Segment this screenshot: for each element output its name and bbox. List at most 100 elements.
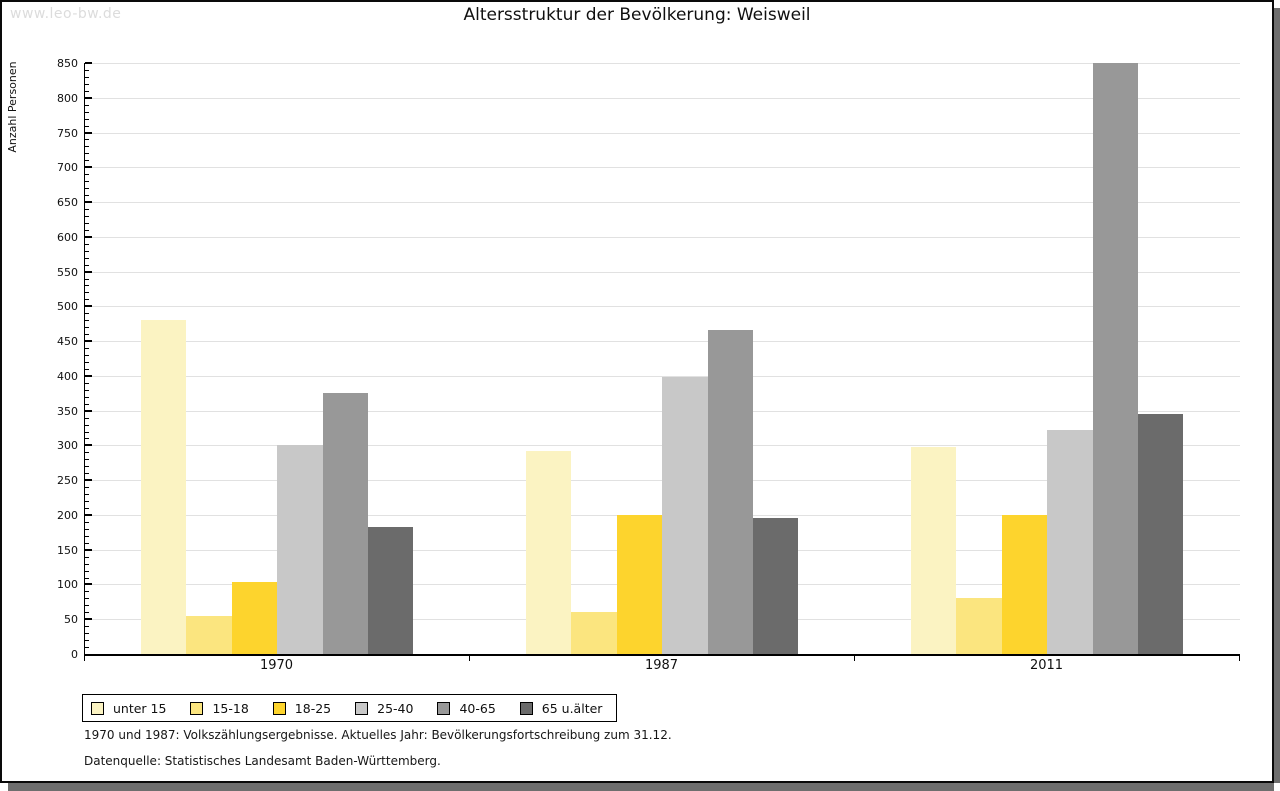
y-axis-tick (85, 327, 89, 329)
y-tick-label: 400 (57, 369, 78, 383)
y-axis-tick (85, 166, 92, 169)
y-axis-tick (85, 612, 89, 614)
x-tick-label: 1970 (259, 658, 294, 673)
legend-item: unter 15 (91, 701, 166, 716)
bar-2011-18-25 (1001, 514, 1048, 654)
y-axis-tick (85, 473, 89, 475)
y-axis-tick (85, 264, 89, 266)
y-axis-tick (85, 466, 89, 468)
y-axis-tick (85, 90, 89, 92)
y-tick-label: 500 (57, 300, 78, 314)
bar-1987-15-18 (571, 612, 617, 654)
legend-item: 40-65 (437, 700, 496, 716)
y-axis-tick (85, 591, 89, 593)
legend-item: 25-40 (355, 701, 413, 716)
y-axis-tick (85, 235, 92, 238)
watermark-url: www.leo-bw.de (10, 6, 122, 22)
y-tick-label: 250 (57, 474, 78, 488)
y-tick-label: 850 (57, 57, 78, 70)
bar-2011-65-u-lter (1138, 414, 1184, 654)
y-tick-label: 800 (57, 91, 78, 105)
y-axis-tick (85, 153, 89, 155)
plot-area (84, 62, 1240, 656)
y-axis-tick (85, 188, 89, 190)
y-axis-tick (85, 396, 89, 398)
y-axis-tick (85, 368, 89, 370)
y-axis-tick (85, 501, 89, 503)
bar-2011-40-65 (1092, 63, 1138, 654)
legend-label: unter 15 (113, 700, 167, 716)
footnote-source-note: 1970 und 1987: Volkszählungsergebnisse. … (84, 728, 672, 742)
y-axis-tick (85, 618, 92, 621)
y-tick-label: 550 (57, 265, 78, 279)
y-axis-tick (85, 605, 89, 607)
y-axis-tick (85, 292, 89, 294)
legend-label: 65 u.älter (541, 700, 603, 716)
x-tick-label: 2011 (1029, 658, 1064, 673)
y-axis-tick (85, 305, 92, 308)
legend-swatch-icon (91, 701, 104, 715)
gridline (85, 271, 1240, 273)
y-axis-tick (85, 104, 89, 106)
y-axis-tick (85, 535, 89, 537)
bar-1987-unter-15 (526, 450, 572, 654)
y-axis-tick (85, 438, 89, 440)
y-axis-tick (85, 409, 92, 412)
y-axis-tick (85, 640, 89, 642)
y-axis-tick (85, 424, 89, 426)
legend-label: 25-40 (377, 700, 414, 716)
y-axis-tick (85, 201, 92, 204)
bar-1970-25-40 (277, 445, 323, 654)
y-tick-label: 50 (64, 613, 78, 627)
bar-2011-25-40 (1047, 430, 1093, 654)
y-axis-tick (85, 285, 89, 287)
legend-item: 15-18 (190, 701, 249, 716)
y-axis-tick (85, 487, 89, 489)
y-axis-tick (85, 548, 92, 551)
y-axis-tick (85, 598, 89, 600)
gridline (85, 167, 1240, 169)
x-axis-tick (84, 656, 85, 661)
y-tick-label: 300 (57, 439, 78, 453)
legend-label: 18-25 (294, 700, 332, 716)
bar-1987-18-25 (616, 514, 663, 654)
y-axis-tick (85, 577, 89, 579)
y-axis-tick (85, 125, 89, 127)
y-axis-tick (85, 181, 89, 183)
y-axis-tick (85, 431, 89, 433)
y-tick-label: 150 (57, 543, 78, 557)
bar-1970-unter-15 (141, 320, 187, 654)
y-axis-tick (85, 195, 89, 197)
y-tick-label: 100 (57, 578, 78, 592)
y-tick-label: 350 (57, 404, 78, 418)
y-axis-tick (85, 417, 89, 419)
gridline (85, 341, 1240, 343)
bar-2011-unter-15 (911, 446, 957, 654)
y-axis-tick (85, 340, 92, 343)
y-axis-tick (85, 452, 89, 454)
y-axis-tick (85, 215, 89, 217)
y-axis-tick (85, 174, 89, 176)
x-axis-tick (1239, 656, 1240, 661)
y-axis-tick (85, 313, 89, 315)
legend-swatch-icon (437, 701, 451, 715)
drop-shadow-right (1274, 8, 1280, 783)
gridline (85, 63, 1240, 64)
y-tick-label: 700 (57, 161, 78, 175)
y-axis-tick (85, 513, 92, 516)
y-axis-tick (85, 250, 89, 252)
y-axis-tick (85, 389, 89, 391)
bar-1987-25-40 (662, 377, 708, 654)
legend: unter 15 15-18 18-25 25-40 40-65 65 u.älter (82, 694, 618, 722)
y-axis-tick (85, 111, 89, 113)
y-axis-tick (85, 278, 89, 280)
legend-swatch-icon (272, 701, 286, 715)
y-axis-tick (85, 507, 89, 509)
y-axis-tick (85, 257, 89, 259)
gridline (85, 375, 1240, 377)
legend-label: 40-65 (459, 700, 496, 716)
y-axis-tick (85, 556, 89, 558)
y-axis-tick (85, 647, 89, 649)
y-tick-label: 600 (57, 230, 78, 244)
